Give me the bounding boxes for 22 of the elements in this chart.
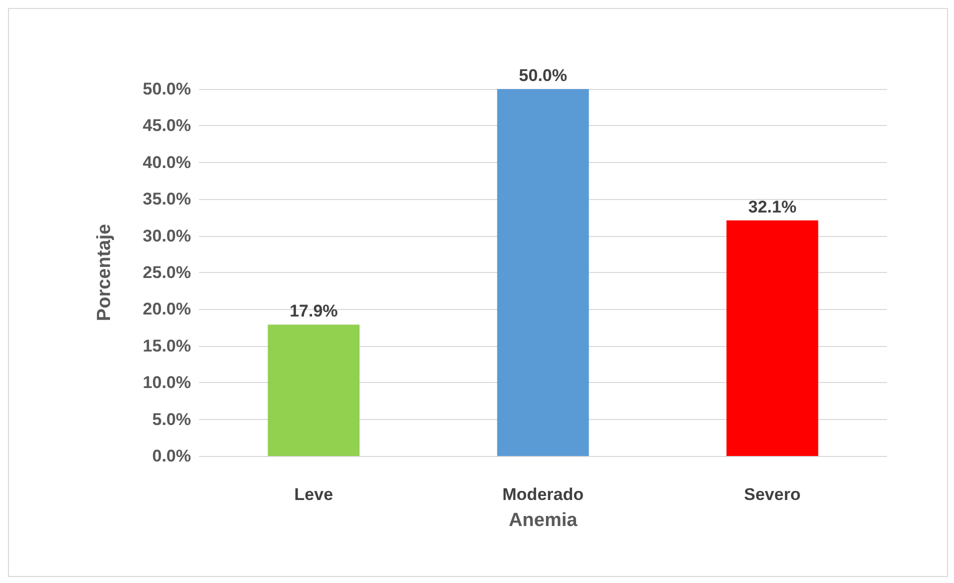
y-tick-label: 5.0%: [152, 410, 191, 429]
y-tick-label: 15.0%: [142, 336, 191, 356]
y-tick-label: 50.0%: [142, 80, 191, 98]
data-label: 50.0%: [518, 66, 568, 85]
data-label: 32.1%: [748, 197, 796, 216]
y-tick-label: 40.0%: [142, 152, 191, 172]
y-tick-label: 10.0%: [142, 373, 191, 392]
y-tick-label: 0.0%: [152, 446, 191, 466]
data-label: 17.9%: [290, 302, 338, 321]
bar: [268, 324, 360, 456]
y-axis-title: Porcentaje: [94, 224, 115, 322]
y-tick-label: 45.0%: [142, 116, 191, 136]
x-tick-label: Leve: [294, 485, 334, 504]
y-tick-label: 35.0%: [142, 190, 191, 209]
x-tick-label: Severo: [744, 485, 801, 504]
x-axis-title: Anemia: [508, 510, 578, 531]
y-tick-label: 25.0%: [142, 263, 191, 282]
y-tick-label: 30.0%: [142, 226, 191, 246]
x-tick-label: Moderado: [502, 485, 584, 504]
y-tick-label: 20.0%: [142, 300, 191, 319]
bar: [726, 220, 818, 456]
bar: [497, 89, 589, 456]
